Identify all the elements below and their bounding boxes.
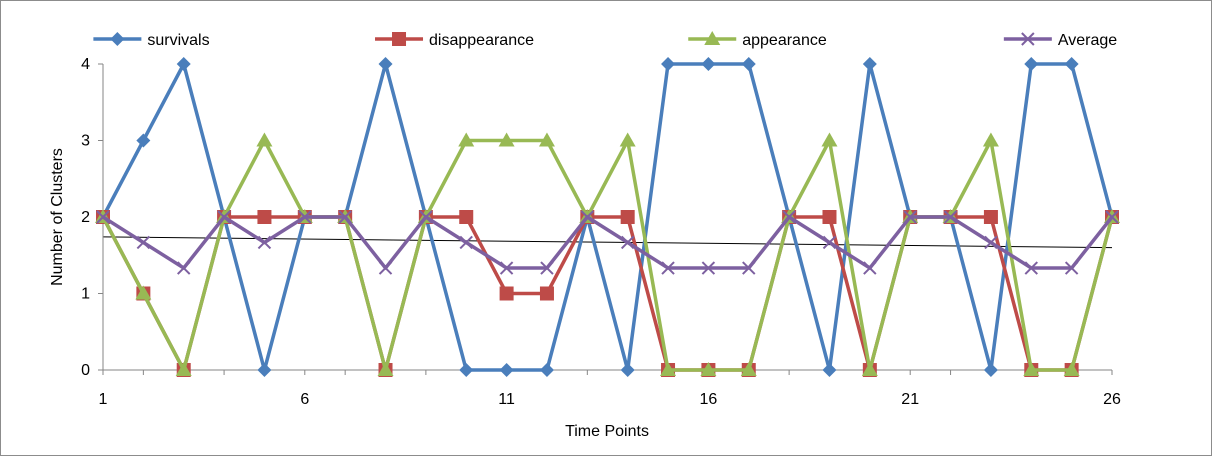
y-tick-label: 4 [81, 56, 90, 73]
survivals-point [661, 57, 676, 71]
average-point [177, 261, 191, 275]
survivals-point [499, 363, 514, 377]
disappearance-point [499, 286, 514, 301]
x-tick-label: 11 [498, 391, 515, 408]
survivals-point [257, 363, 272, 377]
x-tick-label: 26 [1103, 391, 1121, 408]
legend-label: Average [1058, 32, 1117, 49]
average-point [782, 210, 796, 224]
appearance-point [660, 362, 677, 376]
average-point [217, 210, 231, 224]
appearance-point [821, 132, 838, 147]
survivals-point [176, 57, 191, 71]
average-line [102, 215, 1114, 270]
appearance-point [982, 132, 999, 147]
average-point [1024, 261, 1038, 275]
survivals-point [1064, 57, 1079, 71]
legend: survivals disappearance appearance Average [93, 31, 1117, 49]
x-tick-label: 21 [901, 391, 919, 408]
disappearance-point [983, 210, 998, 224]
appearance-point [1023, 362, 1040, 376]
survivals-point [378, 57, 393, 71]
average-point [499, 261, 514, 275]
legend-swatch-marker [110, 32, 125, 46]
average-point [984, 235, 998, 250]
average-point [620, 235, 635, 250]
disappearance-point [822, 210, 837, 224]
average-point [822, 235, 837, 250]
appearance-point [458, 132, 475, 147]
x-axis-title: Time Points [565, 423, 649, 440]
average-point [257, 235, 272, 250]
survivals-point [620, 363, 635, 377]
appearance-point [1063, 362, 1080, 376]
survivals-point [741, 57, 756, 71]
survivals-point [983, 363, 998, 377]
average-point [540, 261, 554, 275]
average-trendline [102, 236, 1113, 249]
survivals-point [459, 363, 474, 377]
average-point [298, 210, 312, 224]
y-tick-label: 3 [81, 133, 90, 150]
appearance-point [700, 362, 717, 376]
x-tick-label: 1 [99, 391, 108, 408]
legend-item-disappearance: disappearance [375, 32, 534, 49]
appearance-point [377, 362, 394, 376]
disappearance-point [257, 210, 272, 224]
survivals-point [822, 363, 837, 377]
y-axis-title: Number of Clusters [49, 148, 66, 286]
average-point [903, 210, 917, 224]
legend-label: survivals [147, 32, 209, 49]
average-point [338, 210, 352, 224]
survivals-point [1024, 57, 1039, 71]
average-point [742, 261, 756, 275]
average-point [136, 235, 151, 250]
appearance-point [175, 362, 192, 376]
appearance-point [538, 132, 555, 147]
average-point [1064, 261, 1079, 275]
appearance-series [95, 132, 1120, 376]
survivals-point [701, 57, 716, 71]
x-tick-label: 6 [300, 391, 309, 408]
survivals-point [862, 57, 877, 71]
disappearance-point [539, 286, 554, 301]
y-tick-label: 2 [81, 209, 90, 226]
average-point [863, 261, 877, 275]
x-tick-label: 16 [700, 391, 718, 408]
legend-label: appearance [742, 32, 827, 49]
appearance-point [619, 132, 636, 147]
average-point [701, 261, 716, 275]
survivals-point [539, 363, 554, 377]
legend-swatch-marker [392, 32, 407, 46]
legend-swatch-marker [704, 31, 721, 45]
average-series [96, 210, 1119, 275]
legend-label: disappearance [429, 32, 534, 49]
legend-item-average: Average [1003, 32, 1117, 49]
disappearance-point [459, 210, 474, 224]
disappearance-point [620, 210, 635, 224]
legend-swatch-marker [1021, 32, 1035, 46]
y-tick-label: 0 [81, 362, 90, 379]
average-point [1105, 210, 1119, 224]
average-point [419, 210, 433, 224]
survivals-point [136, 133, 151, 148]
y-tick-label: 1 [81, 286, 90, 303]
average-point [459, 235, 473, 250]
appearance-point [256, 132, 273, 147]
appearance-point [740, 362, 757, 376]
legend-item-survivals: survivals [93, 32, 210, 49]
average-point [96, 210, 110, 224]
average-point [378, 261, 393, 275]
average-point [580, 210, 595, 224]
appearance-point [135, 285, 152, 300]
average-point [943, 210, 958, 224]
appearance-point [861, 362, 878, 376]
legend-item-appearance: appearance [688, 31, 827, 49]
average-point [661, 261, 675, 275]
series-layer [95, 57, 1120, 377]
trendline-layer [102, 236, 1113, 249]
appearance-point [498, 132, 515, 147]
